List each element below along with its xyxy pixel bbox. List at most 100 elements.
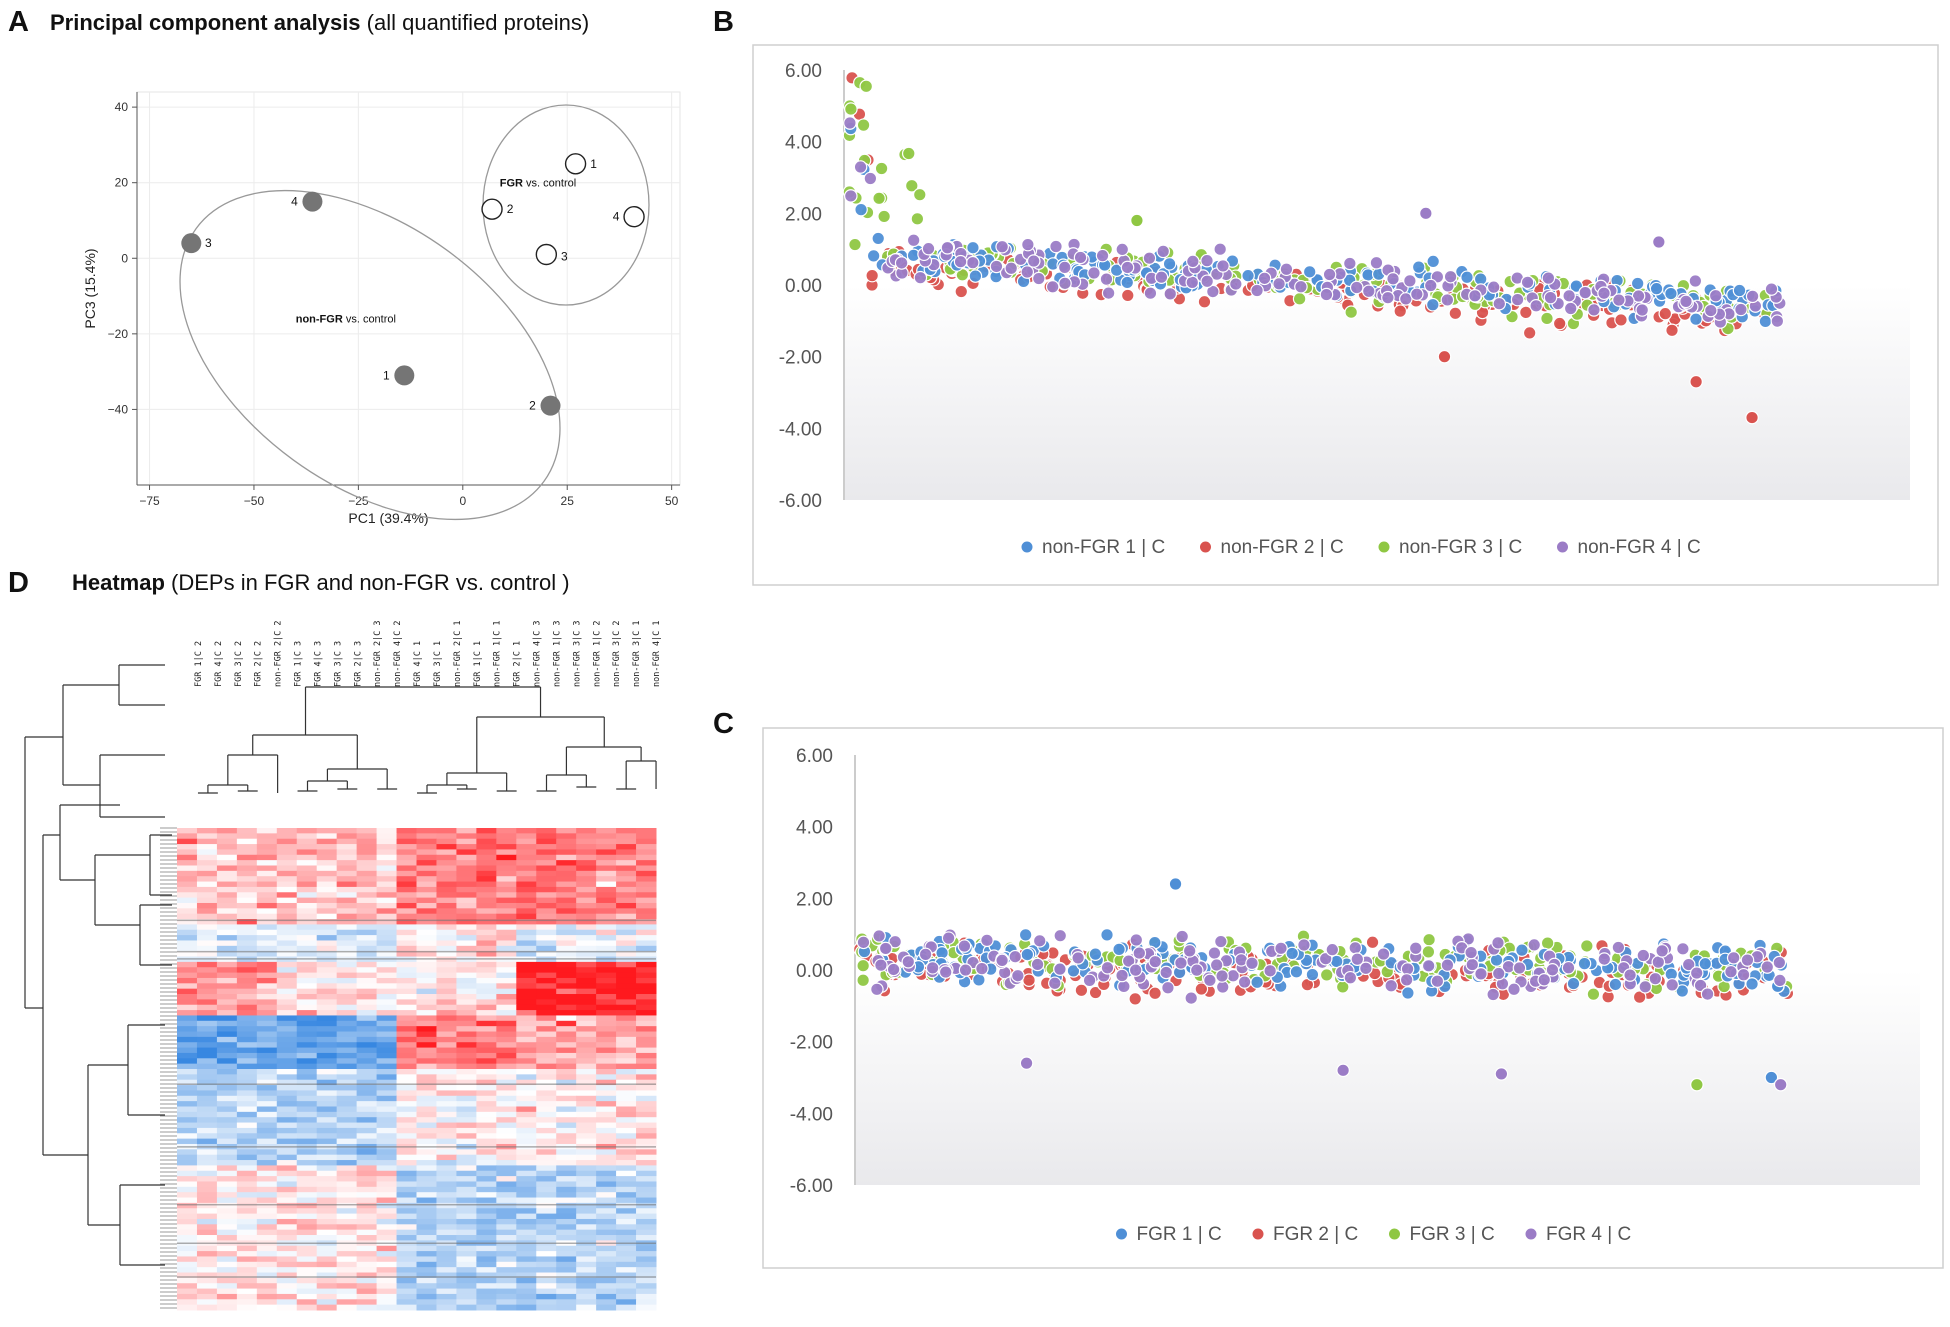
heatmap-cell bbox=[376, 1042, 398, 1049]
heatmap-cell bbox=[356, 1304, 378, 1311]
heatmap-cell bbox=[536, 1235, 557, 1241]
heatmap-cell bbox=[476, 961, 497, 968]
heatmap-cell bbox=[616, 1127, 637, 1134]
heatmap-cell bbox=[636, 1117, 657, 1124]
heatmap-cell bbox=[256, 1176, 278, 1182]
heatmap-cell bbox=[396, 1127, 417, 1134]
heatmap-cell bbox=[556, 1015, 577, 1022]
heatmap-cell bbox=[316, 844, 338, 850]
heatmap-cell bbox=[396, 935, 417, 941]
heatmap-cell bbox=[576, 1186, 597, 1193]
nonfgr-point bbox=[968, 269, 983, 283]
heatmap-cell bbox=[556, 1224, 577, 1231]
heatmap-cell bbox=[376, 1154, 398, 1161]
heatmap-cell bbox=[476, 1154, 497, 1161]
heatmap-cell bbox=[496, 1181, 517, 1188]
fgr-point bbox=[1053, 962, 1067, 976]
heatmap-cell bbox=[416, 1181, 437, 1188]
heatmap-cell bbox=[196, 972, 218, 979]
heatmap-cell bbox=[236, 1149, 258, 1156]
heatmap-cell bbox=[376, 1074, 398, 1081]
heatmap-cell bbox=[516, 1052, 537, 1059]
heatmap-cell bbox=[456, 994, 477, 1000]
heatmap-cell bbox=[636, 1197, 657, 1204]
heatmap-cell bbox=[296, 1052, 318, 1059]
heatmap-cell bbox=[436, 1015, 457, 1022]
heatmap-cell bbox=[596, 1117, 617, 1124]
heatmap-cell bbox=[196, 1251, 218, 1257]
nonfgr-point bbox=[966, 240, 980, 255]
heatmap-cell bbox=[516, 945, 537, 952]
nonfgr-point bbox=[1543, 290, 1558, 305]
heatmap-cell bbox=[236, 908, 258, 915]
heatmap-cell bbox=[276, 870, 298, 877]
heatmap-cell bbox=[296, 1197, 318, 1204]
heatmap-cell bbox=[276, 1229, 298, 1236]
heatmap-cell bbox=[256, 1288, 278, 1295]
heatmap-column-label: non-FGR 3|C 3 bbox=[572, 620, 582, 687]
heatmap-cell bbox=[196, 1202, 218, 1209]
heatmap-cell bbox=[556, 1277, 577, 1284]
heatmap-cell bbox=[616, 1154, 637, 1161]
fgr-point bbox=[1597, 952, 1612, 966]
heatmap-cell bbox=[177, 994, 198, 1000]
heatmap-cell bbox=[356, 1020, 378, 1027]
heatmap-cell bbox=[336, 994, 358, 1000]
heatmap-cell bbox=[416, 1052, 437, 1059]
heatmap-cell bbox=[356, 1133, 378, 1140]
heatmap-cell bbox=[256, 1069, 278, 1075]
heatmap-cell bbox=[516, 940, 537, 947]
pca-title-rest: (all quantified proteins) bbox=[366, 10, 590, 35]
heatmap-cell bbox=[416, 1101, 437, 1107]
heatmap-cell bbox=[336, 1229, 358, 1236]
heatmap-cell bbox=[476, 1261, 497, 1268]
heatmap-cell bbox=[236, 870, 258, 877]
heatmap-cell bbox=[416, 1267, 437, 1274]
heatmap-cell bbox=[236, 1015, 258, 1022]
panel-letter-b: B bbox=[713, 6, 734, 38]
heatmap-cell bbox=[376, 1165, 398, 1172]
heatmap-cell bbox=[196, 1020, 218, 1027]
heatmap-column-label: non-FGR 4|C 1 bbox=[652, 620, 662, 687]
nonfgr-point bbox=[1120, 260, 1135, 275]
heatmap-cell bbox=[516, 1074, 537, 1081]
pca-title: Principal component analysis (all quanti… bbox=[50, 10, 589, 36]
nonfgr-ytick-label: -2.00 bbox=[779, 348, 822, 369]
fgr-legend-marker bbox=[1115, 1227, 1128, 1241]
heatmap-cell bbox=[636, 833, 657, 840]
heatmap-cell bbox=[316, 1277, 338, 1284]
fgr-point bbox=[1726, 951, 1741, 965]
heatmap-cell bbox=[536, 886, 557, 893]
heatmap-cell bbox=[376, 1026, 398, 1033]
heatmap-cell bbox=[276, 1052, 298, 1059]
heatmap-cell bbox=[236, 977, 258, 984]
nonfgr-point bbox=[854, 202, 868, 217]
heatmap-cell bbox=[396, 1176, 417, 1182]
heatmap-cell bbox=[436, 983, 457, 990]
heatmap-cell bbox=[496, 977, 517, 984]
heatmap-cell bbox=[416, 1293, 437, 1300]
heatmap-cell bbox=[596, 908, 617, 915]
heatmap-cell bbox=[616, 1304, 637, 1311]
heatmap-cell bbox=[436, 988, 457, 995]
fgr-point bbox=[1088, 947, 1103, 961]
heatmap-cell bbox=[296, 1106, 318, 1113]
heatmap-column-label: FGR 2|C 1 bbox=[513, 641, 523, 687]
heatmap-cell bbox=[376, 1299, 398, 1306]
fgr-point bbox=[1318, 951, 1333, 966]
heatmap-cell bbox=[356, 908, 378, 915]
heatmap-cell bbox=[296, 1251, 318, 1257]
heatmap-cell bbox=[316, 1036, 338, 1043]
heatmap-cell bbox=[196, 1111, 218, 1118]
heatmap-cell bbox=[576, 876, 597, 883]
heatmap-cell bbox=[556, 876, 577, 883]
heatmap-cell bbox=[616, 849, 637, 856]
heatmap-cell bbox=[376, 924, 398, 931]
heatmap-cell bbox=[376, 1010, 398, 1016]
heatmap-cell bbox=[276, 865, 298, 872]
heatmap-cell bbox=[336, 865, 358, 872]
heatmap-cell bbox=[616, 897, 637, 904]
heatmap-cell bbox=[276, 1079, 298, 1086]
heatmap-cell bbox=[236, 1267, 258, 1274]
